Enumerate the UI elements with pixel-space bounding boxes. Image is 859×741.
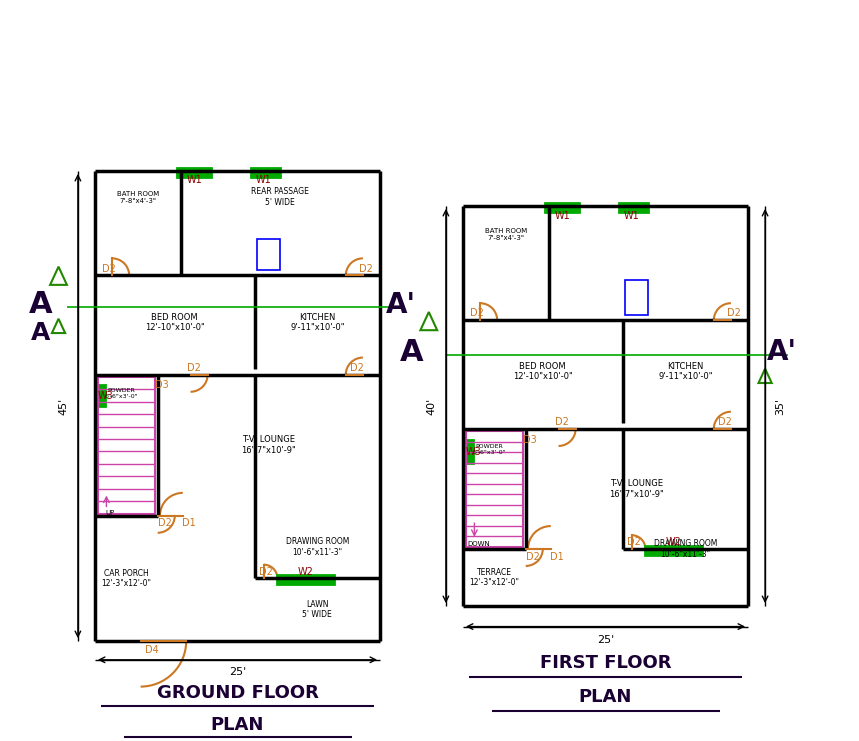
Text: W2: W2: [666, 537, 682, 547]
Text: BED ROOM
12'-10"x10'-0": BED ROOM 12'-10"x10'-0": [513, 362, 573, 382]
Text: D3: D3: [155, 380, 169, 390]
Text: W1: W1: [624, 211, 640, 222]
Text: KITCHEN
9'-11"x10'-0": KITCHEN 9'-11"x10'-0": [658, 362, 713, 382]
Text: W1: W1: [256, 176, 271, 185]
Text: A: A: [31, 321, 50, 345]
Text: BED ROOM
12'-10"x10'-0": BED ROOM 12'-10"x10'-0": [145, 313, 204, 332]
Text: TERRACE
12'-3"x12'-0": TERRACE 12'-3"x12'-0": [469, 568, 520, 587]
Text: D1: D1: [550, 552, 564, 562]
Bar: [619, 203, 648, 212]
Text: W3: W3: [97, 391, 113, 401]
Text: D2: D2: [718, 417, 732, 427]
Text: D2: D2: [350, 363, 364, 373]
Text: D2: D2: [101, 265, 116, 274]
Text: 25': 25': [597, 635, 614, 645]
Text: 45': 45': [58, 397, 68, 415]
Text: D1: D1: [181, 518, 195, 528]
Text: A': A': [386, 290, 416, 319]
Text: DOWN: DOWN: [467, 541, 490, 548]
Bar: [177, 168, 211, 177]
Text: W3: W3: [466, 447, 481, 456]
Text: DRAWING ROOM
10'-6"x11'-3": DRAWING ROOM 10'-6"x11'-3": [654, 539, 717, 559]
Bar: [97, 385, 105, 406]
Bar: [465, 440, 473, 463]
Text: POWDER
6'-6"x3'-0": POWDER 6'-6"x3'-0": [105, 388, 138, 399]
Text: D2: D2: [555, 417, 569, 427]
Text: PLAN: PLAN: [579, 688, 632, 706]
Bar: [251, 168, 280, 177]
Text: T-V  LOUNGE
16'-7"x10'-9": T-V LOUNGE 16'-7"x10'-9": [610, 479, 664, 499]
Text: D4: D4: [145, 645, 159, 655]
Bar: [645, 546, 703, 555]
Text: D2: D2: [627, 537, 641, 547]
Text: REAR PASSAGE
5' WIDE: REAR PASSAGE 5' WIDE: [252, 187, 309, 207]
Text: 40': 40': [426, 397, 436, 415]
Bar: [624, 280, 648, 315]
Text: T-V  LOUNGE
16'-7"x10'-9": T-V LOUNGE 16'-7"x10'-9": [241, 436, 296, 455]
Text: D2: D2: [728, 308, 741, 319]
Text: GROUND FLOOR: GROUND FLOOR: [156, 684, 319, 702]
Text: D2: D2: [359, 265, 374, 274]
Text: W1: W1: [554, 211, 570, 222]
Bar: [277, 575, 334, 585]
Bar: [466, 431, 523, 547]
Text: D2: D2: [187, 363, 201, 373]
Text: LAWN
5' WIDE: LAWN 5' WIDE: [302, 600, 332, 619]
Bar: [99, 376, 155, 514]
Text: 35': 35': [775, 397, 785, 414]
Text: D2: D2: [259, 567, 273, 577]
Text: A: A: [28, 290, 52, 319]
Text: W1: W1: [186, 176, 202, 185]
Text: CAR PORCH
12'-3"x12'-0": CAR PORCH 12'-3"x12'-0": [101, 568, 151, 588]
Text: BATH ROOM
7'-8"x4'-3": BATH ROOM 7'-8"x4'-3": [117, 190, 159, 204]
Bar: [257, 239, 280, 270]
Text: W2: W2: [298, 567, 314, 577]
Text: BATH ROOM
7'-8"x4'-3": BATH ROOM 7'-8"x4'-3": [484, 228, 527, 241]
Text: A: A: [400, 338, 423, 367]
Text: D2: D2: [157, 518, 172, 528]
Bar: [545, 203, 579, 212]
Text: D2: D2: [526, 552, 539, 562]
Text: UP: UP: [105, 510, 114, 516]
Text: D3: D3: [523, 435, 537, 445]
Text: FIRST FLOOR: FIRST FLOOR: [539, 654, 671, 672]
Text: POWDER
6'-6"x3'-0": POWDER 6'-6"x3'-0": [472, 444, 506, 455]
Text: PLAN: PLAN: [210, 716, 265, 734]
Text: KITCHEN
9'-11"x10'-0": KITCHEN 9'-11"x10'-0": [290, 313, 344, 332]
Text: DRAWING ROOM
10'-6"x11'-3": DRAWING ROOM 10'-6"x11'-3": [285, 537, 349, 556]
Text: D2: D2: [470, 308, 484, 319]
Text: A': A': [767, 339, 797, 366]
Text: 25': 25': [228, 668, 247, 677]
